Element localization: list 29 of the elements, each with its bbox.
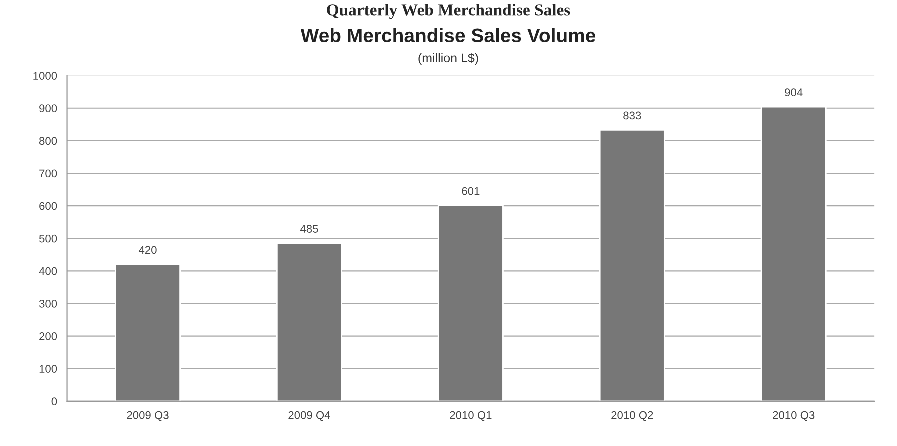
y-tick-label: 600	[40, 202, 58, 210]
x-tick-label: 2009 Q3	[127, 411, 169, 422]
y-tick-label: 100	[40, 365, 58, 373]
y-tick-label: 300	[39, 300, 58, 308]
x-tick-label: 2009 Q4	[288, 411, 330, 422]
bar	[276, 242, 342, 402]
bar	[115, 264, 181, 402]
y-tick-label: 700	[40, 170, 58, 178]
chart-subtitle: (million L$)	[418, 53, 478, 66]
data-label: 485	[300, 225, 318, 233]
y-tick-label: 900	[40, 104, 58, 113]
y-tick-label: 500	[39, 234, 58, 243]
y-tick-label: 200	[40, 332, 58, 340]
x-tick-label: 2010 Q1	[450, 411, 492, 422]
y-tick-label: 800	[40, 137, 58, 146]
bar	[760, 106, 827, 402]
data-label: 420	[138, 246, 157, 254]
bar	[438, 205, 504, 402]
data-label: 904	[785, 88, 803, 97]
y-tick-label: 0	[52, 398, 58, 406]
text: Quarterly Web Merchandise Sales	[327, 4, 570, 20]
data-label: 601	[462, 187, 480, 196]
y-tick-label: 1000	[34, 72, 58, 80]
x-tick-label: 2010 Q2	[612, 411, 654, 422]
data-label: 833	[624, 112, 642, 120]
chart-title: Web Merchandise Sales Volume	[300, 28, 596, 43]
y-tick-label: 400	[39, 267, 58, 276]
bar	[599, 129, 666, 402]
x-tick-label: 2010 Q3	[773, 411, 815, 422]
